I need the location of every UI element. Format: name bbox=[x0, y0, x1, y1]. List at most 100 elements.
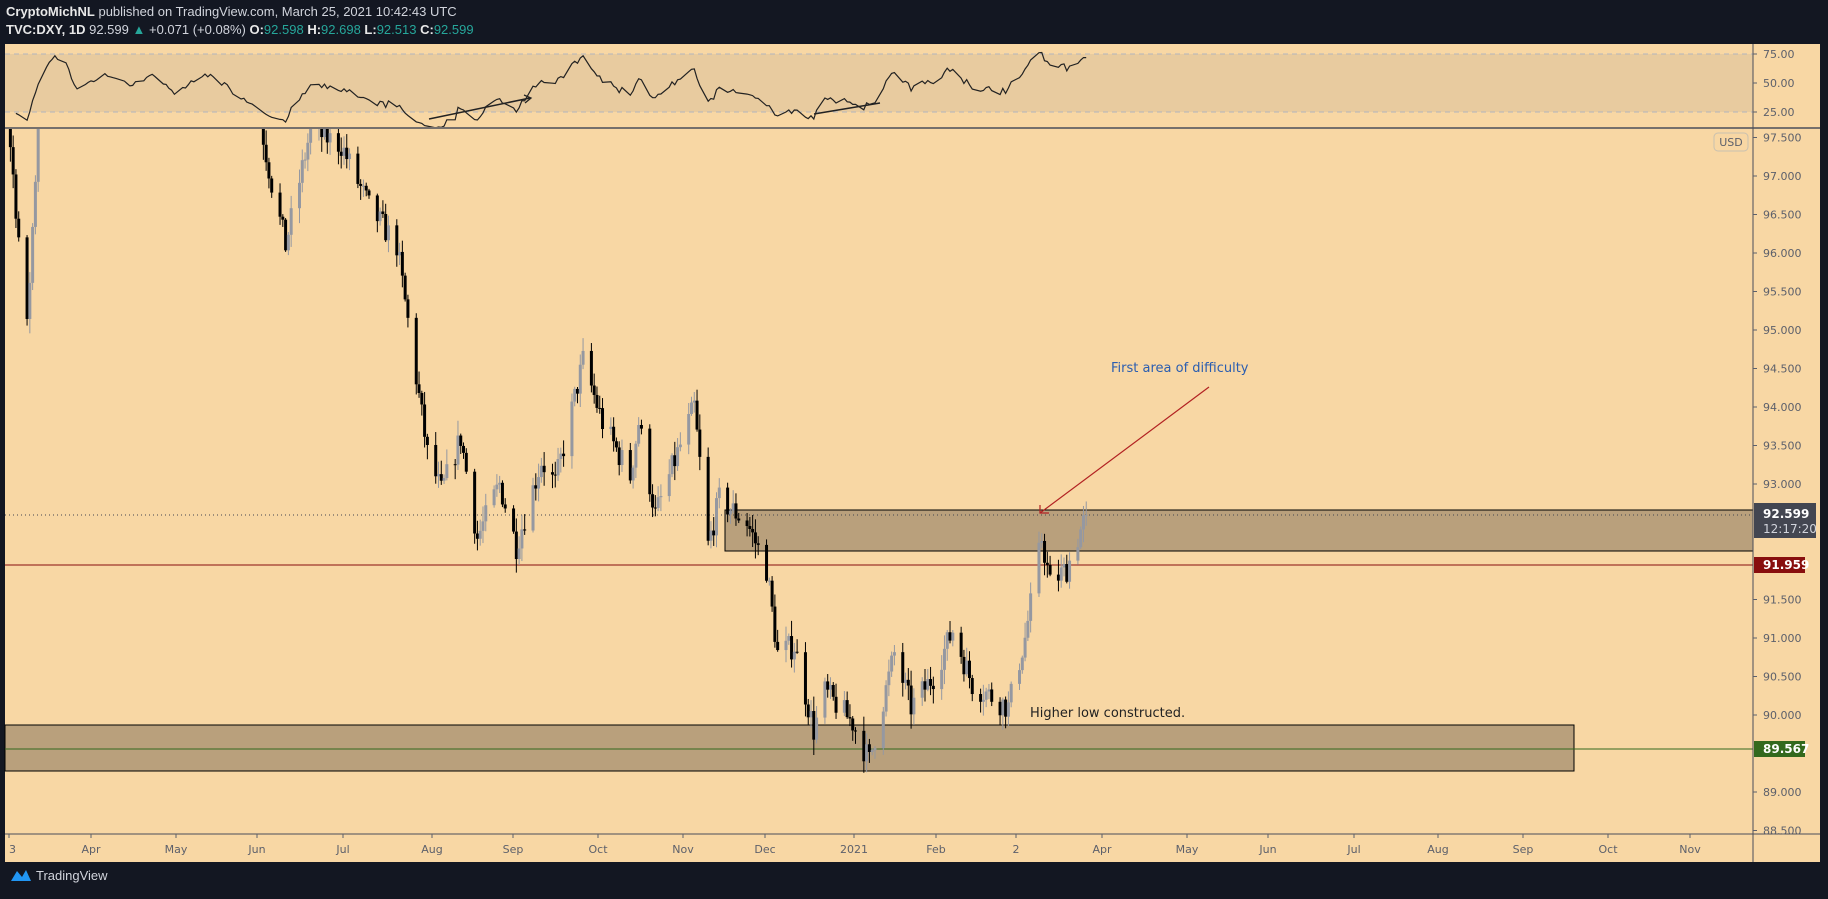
candle-up bbox=[926, 679, 930, 690]
candle-down bbox=[231, 0, 234, 13]
candle-down bbox=[414, 317, 418, 385]
candle-up bbox=[784, 640, 788, 651]
candle-down bbox=[173, 1, 176, 28]
candle-down bbox=[395, 225, 399, 256]
support-zone[interactable] bbox=[4, 724, 1575, 772]
candle-down bbox=[773, 606, 777, 642]
time-tick-label: Jun bbox=[1258, 843, 1276, 856]
candle-down bbox=[848, 717, 852, 719]
candle-down bbox=[612, 426, 616, 442]
candle-up bbox=[678, 444, 682, 448]
candle-up bbox=[687, 413, 691, 445]
rsi-divergence-line-2[interactable] bbox=[813, 102, 881, 115]
candle-down bbox=[589, 350, 593, 386]
candle-up bbox=[181, 0, 184, 27]
candle-up bbox=[1084, 514, 1088, 516]
candle-down bbox=[270, 178, 274, 193]
candle-down bbox=[475, 533, 479, 539]
rsi-tick-label: 25.00 bbox=[1763, 106, 1795, 119]
candle-up bbox=[361, 185, 365, 187]
candle-up bbox=[689, 402, 693, 414]
candle-down bbox=[278, 192, 282, 217]
candle-down bbox=[592, 385, 596, 395]
candle-down bbox=[598, 407, 602, 409]
candle-down bbox=[601, 408, 605, 430]
candle-up bbox=[342, 147, 346, 156]
candle-down bbox=[417, 384, 421, 394]
candle-up bbox=[667, 474, 671, 497]
time-tick-label: Nov bbox=[672, 843, 694, 856]
candle-down bbox=[901, 652, 905, 683]
price-axis[interactable]: 97.500 97.000 96.500 96.000 95.500 95.000 94.5… bbox=[1753, 132, 1802, 838]
author-name[interactable]: CryptoMichNL bbox=[6, 4, 95, 19]
time-axis[interactable]: 3 Apr May Jun Jul Aug Sep Oct Nov Dec 2021 Feb 2 Apr M… bbox=[8, 834, 1701, 856]
candle-down bbox=[595, 394, 599, 408]
candle-up bbox=[1076, 547, 1080, 561]
price-tick-label: 91.500 bbox=[1763, 594, 1802, 607]
candle-down bbox=[1043, 540, 1047, 563]
candle-up bbox=[517, 548, 521, 560]
candle-down bbox=[948, 632, 952, 641]
candle-up bbox=[1029, 593, 1033, 621]
candle-down bbox=[929, 679, 933, 686]
candle-down bbox=[931, 685, 935, 690]
candle-up bbox=[692, 400, 696, 403]
candle-down bbox=[862, 730, 866, 762]
candle-down bbox=[834, 696, 838, 713]
price-tick-label: 96.000 bbox=[1763, 247, 1802, 260]
time-tick-label: 2021 bbox=[840, 843, 868, 856]
candle-down bbox=[459, 435, 463, 446]
candle-up bbox=[842, 700, 846, 713]
time-tick-label: Apr bbox=[81, 843, 101, 856]
candle-down bbox=[653, 507, 657, 509]
footer: TradingView bbox=[10, 867, 108, 883]
symbol-legend: TVC:DXY, 1D 92.599 ▲ +0.071 (+0.08%) O:9… bbox=[6, 22, 474, 37]
footer-brand[interactable]: TradingView bbox=[36, 867, 108, 883]
candle-down bbox=[651, 494, 655, 508]
candle-down bbox=[284, 219, 288, 251]
candle-down bbox=[748, 526, 752, 529]
candle-down bbox=[628, 450, 632, 481]
rsi-line bbox=[15, 51, 1087, 127]
candle-down bbox=[1056, 574, 1060, 581]
annotation-higher-low[interactable]: Higher low constructed. bbox=[1030, 706, 1185, 721]
symbol-name[interactable]: TVC:DXY, 1D bbox=[6, 22, 86, 37]
candle-down bbox=[756, 543, 760, 545]
time-tick-label: Sep bbox=[503, 843, 524, 856]
rsi-axis[interactable]: 75.00 50.00 25.00 bbox=[1753, 48, 1795, 119]
candle-up bbox=[920, 681, 924, 698]
candle-down bbox=[854, 730, 857, 732]
resistance-zone[interactable] bbox=[724, 509, 1754, 552]
candle-up bbox=[1023, 637, 1027, 658]
candle-down bbox=[462, 445, 466, 453]
low-value: 92.513 bbox=[376, 22, 417, 37]
candle-down bbox=[753, 532, 757, 544]
currency-badge[interactable] bbox=[1713, 132, 1749, 152]
candle-down bbox=[170, 0, 173, 1]
candle-down bbox=[795, 651, 799, 653]
rsi-pane bbox=[15, 51, 1087, 127]
candle-up bbox=[815, 717, 819, 740]
rsi-divergence-line-1[interactable] bbox=[428, 97, 531, 120]
last-price: 92.599 bbox=[89, 22, 129, 37]
candle-down bbox=[962, 656, 966, 675]
annotation-arrow[interactable] bbox=[1039, 386, 1210, 514]
annotation-first-area[interactable]: First area of difficulty bbox=[1111, 361, 1249, 376]
price-tick-label: 89.000 bbox=[1763, 786, 1802, 799]
green-line-value: 89.567 bbox=[1763, 742, 1809, 756]
candle-up bbox=[478, 530, 482, 539]
candle-down bbox=[512, 508, 516, 532]
candle-up bbox=[890, 655, 894, 672]
candle-down bbox=[473, 471, 477, 534]
candle-up bbox=[709, 530, 713, 541]
candle-down bbox=[73, 0, 76, 10]
candle-up bbox=[634, 443, 638, 468]
candle-up bbox=[823, 681, 827, 718]
candle-down bbox=[576, 388, 579, 394]
time-tick-label: Jul bbox=[1346, 843, 1360, 856]
candle-up bbox=[445, 464, 449, 479]
candle-down bbox=[356, 153, 360, 184]
candle-down bbox=[812, 711, 816, 740]
candle-down bbox=[423, 404, 427, 437]
